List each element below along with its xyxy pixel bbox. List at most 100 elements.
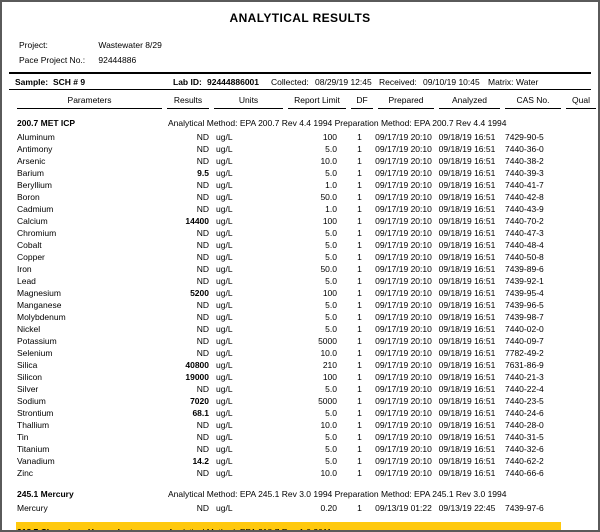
report-limit-cell: 5.0: [325, 384, 337, 395]
parameter-cell: Selenium: [17, 348, 53, 359]
prepared-cell: 09/17/19 20:10: [375, 276, 432, 287]
prepared-cell: 09/17/19 20:10: [375, 144, 432, 155]
report-limit-cell: 5.0: [325, 276, 337, 287]
result-row: Vanadium 14.2 ug/L 5.0 1 09/17/19 20:10 09/18/…: [16, 456, 596, 468]
result-cell: ND: [196, 468, 209, 479]
cas-no-cell: 7440-21-3: [505, 372, 544, 383]
units-cell: ug/L: [216, 144, 233, 155]
report-limit-cell: 5000: [318, 336, 337, 347]
report-limit-cell: 0.20: [320, 502, 337, 513]
results-table: Parameters Results Units Report Limit DF…: [16, 92, 596, 530]
df-cell: 1: [357, 420, 362, 431]
result-cell: 19000: [185, 372, 209, 383]
prepared-cell: 09/17/19 20:10: [375, 408, 432, 419]
cas-no-cell: 7440-43-9: [505, 204, 544, 215]
report-limit-cell: 10.0: [320, 348, 337, 359]
cas-no-cell: 7440-31-5: [505, 432, 544, 443]
cas-no-cell: 7440-47-3: [505, 228, 544, 239]
analyzed-cell: 09/18/19 16:51: [438, 384, 496, 395]
result-row: Potassium ND ug/L 5000 1 09/17/19 20:10 09/18/…: [16, 336, 596, 348]
df-cell: 1: [357, 444, 362, 455]
prepared-cell: 09/17/19 20:10: [375, 372, 432, 383]
result-row: Beryllium ND ug/L 1.0 1 09/17/19 20:10 09/18/1…: [16, 180, 596, 192]
column-header-df: DF: [346, 92, 373, 109]
analyzed-cell: 09/18/19 16:51: [438, 276, 496, 287]
prepared-cell: 09/17/19 20:10: [375, 192, 432, 203]
analyzed-cell: 09/18/19 16:51: [438, 372, 496, 383]
qual-cell: [561, 396, 596, 408]
report-limit-cell: 50.0: [320, 264, 337, 275]
report-limit-cell: 100: [322, 372, 337, 383]
column-header-parameters: Parameters: [16, 92, 162, 109]
report-limit-cell: 5.0: [325, 240, 337, 251]
prepared-cell: 09/17/19 20:10: [375, 204, 432, 215]
analyzed-cell: 09/18/19 16:51: [438, 132, 496, 143]
prepared-cell: 09/17/19 20:10: [375, 240, 432, 251]
parameter-cell: Silica: [17, 360, 38, 371]
prepared-cell: 09/17/19 20:10: [375, 228, 432, 239]
parameter-cell: Nickel: [17, 324, 41, 335]
report-limit-cell: 5.0: [325, 324, 337, 335]
cas-no-cell: 7440-39-3: [505, 168, 544, 179]
parameter-cell: Lead: [17, 276, 36, 287]
prepared-cell: 09/17/19 20:10: [375, 360, 432, 371]
df-cell: 1: [357, 348, 362, 359]
section-qual-spacer: [561, 485, 596, 503]
project-row: Project: Wastewater 8/29: [19, 38, 598, 53]
section-qual-spacer: [561, 522, 596, 530]
units-cell: ug/L: [216, 456, 233, 467]
qual-cell: [561, 444, 596, 456]
df-cell: 1: [357, 264, 362, 275]
cas-no-cell: 7429-90-5: [505, 132, 544, 143]
prepared-cell: 09/17/19 20:10: [375, 420, 432, 431]
units-cell: ug/L: [216, 324, 233, 335]
report-limit-cell: 1.0: [325, 204, 337, 215]
df-cell: 1: [357, 360, 362, 371]
cas-no-cell: 7782-49-2: [505, 348, 544, 359]
section-method: Analytical Method: EPA 245.1 Rev 3.0 199…: [168, 488, 507, 499]
report-limit-cell: 100: [322, 288, 337, 299]
units-cell: ug/L: [216, 502, 233, 513]
matrix-value: Water: [516, 77, 539, 87]
parameter-cell: Vanadium: [17, 456, 55, 467]
result-cell: ND: [196, 444, 209, 455]
units-cell: ug/L: [216, 444, 233, 455]
column-header-units: Units: [209, 92, 283, 109]
df-cell: 1: [357, 336, 362, 347]
cas-no-cell: 7631-86-9: [505, 360, 544, 371]
matrix-label: Matrix:: [488, 77, 514, 87]
prepared-cell: 09/17/19 20:10: [375, 432, 432, 443]
result-cell: ND: [196, 204, 209, 215]
prepared-cell: 09/17/19 20:10: [375, 168, 432, 179]
qual-cell: [561, 288, 596, 300]
prepared-cell: 09/17/19 20:10: [375, 348, 432, 359]
result-cell: 14.2: [192, 456, 209, 467]
result-cell: ND: [196, 240, 209, 251]
column-header-results: Results: [162, 92, 209, 109]
prepared-cell: 09/17/19 20:10: [375, 300, 432, 311]
analyzed-cell: 09/18/19 16:51: [438, 228, 496, 239]
cas-no-cell: 7440-42-8: [505, 192, 544, 203]
report-limit-cell: 100: [322, 216, 337, 227]
page-title: ANALYTICAL RESULTS: [229, 11, 371, 25]
units-cell: ug/L: [216, 216, 233, 227]
qual-cell: [561, 336, 596, 348]
qual-cell: [561, 432, 596, 444]
units-cell: ug/L: [216, 288, 233, 299]
parameter-cell: Iron: [17, 264, 32, 275]
result-cell: ND: [196, 180, 209, 191]
units-cell: ug/L: [216, 204, 233, 215]
result-row: Silica 40800 ug/L 210 1 09/17/19 20:10 09/18/1…: [16, 360, 596, 372]
analyzed-cell: 09/18/19 16:51: [438, 264, 496, 275]
df-cell: 1: [357, 456, 362, 467]
prepared-cell: 09/17/19 20:10: [375, 444, 432, 455]
prepared-cell: 09/13/19 01:22: [375, 502, 432, 513]
result-row: Molybdenum ND ug/L 5.0 1 09/17/19 20:10 09/18/…: [16, 312, 596, 324]
result-row: Zinc ND ug/L 10.0 1 09/17/19 20:10 09/18/19 16…: [16, 468, 596, 480]
report-limit-cell: 10.0: [320, 420, 337, 431]
qual-cell: [561, 360, 596, 372]
result-cell: ND: [196, 432, 209, 443]
cas-no-cell: 7440-32-6: [505, 444, 544, 455]
result-cell: ND: [196, 144, 209, 155]
sample-value: SCH # 9: [53, 77, 86, 87]
